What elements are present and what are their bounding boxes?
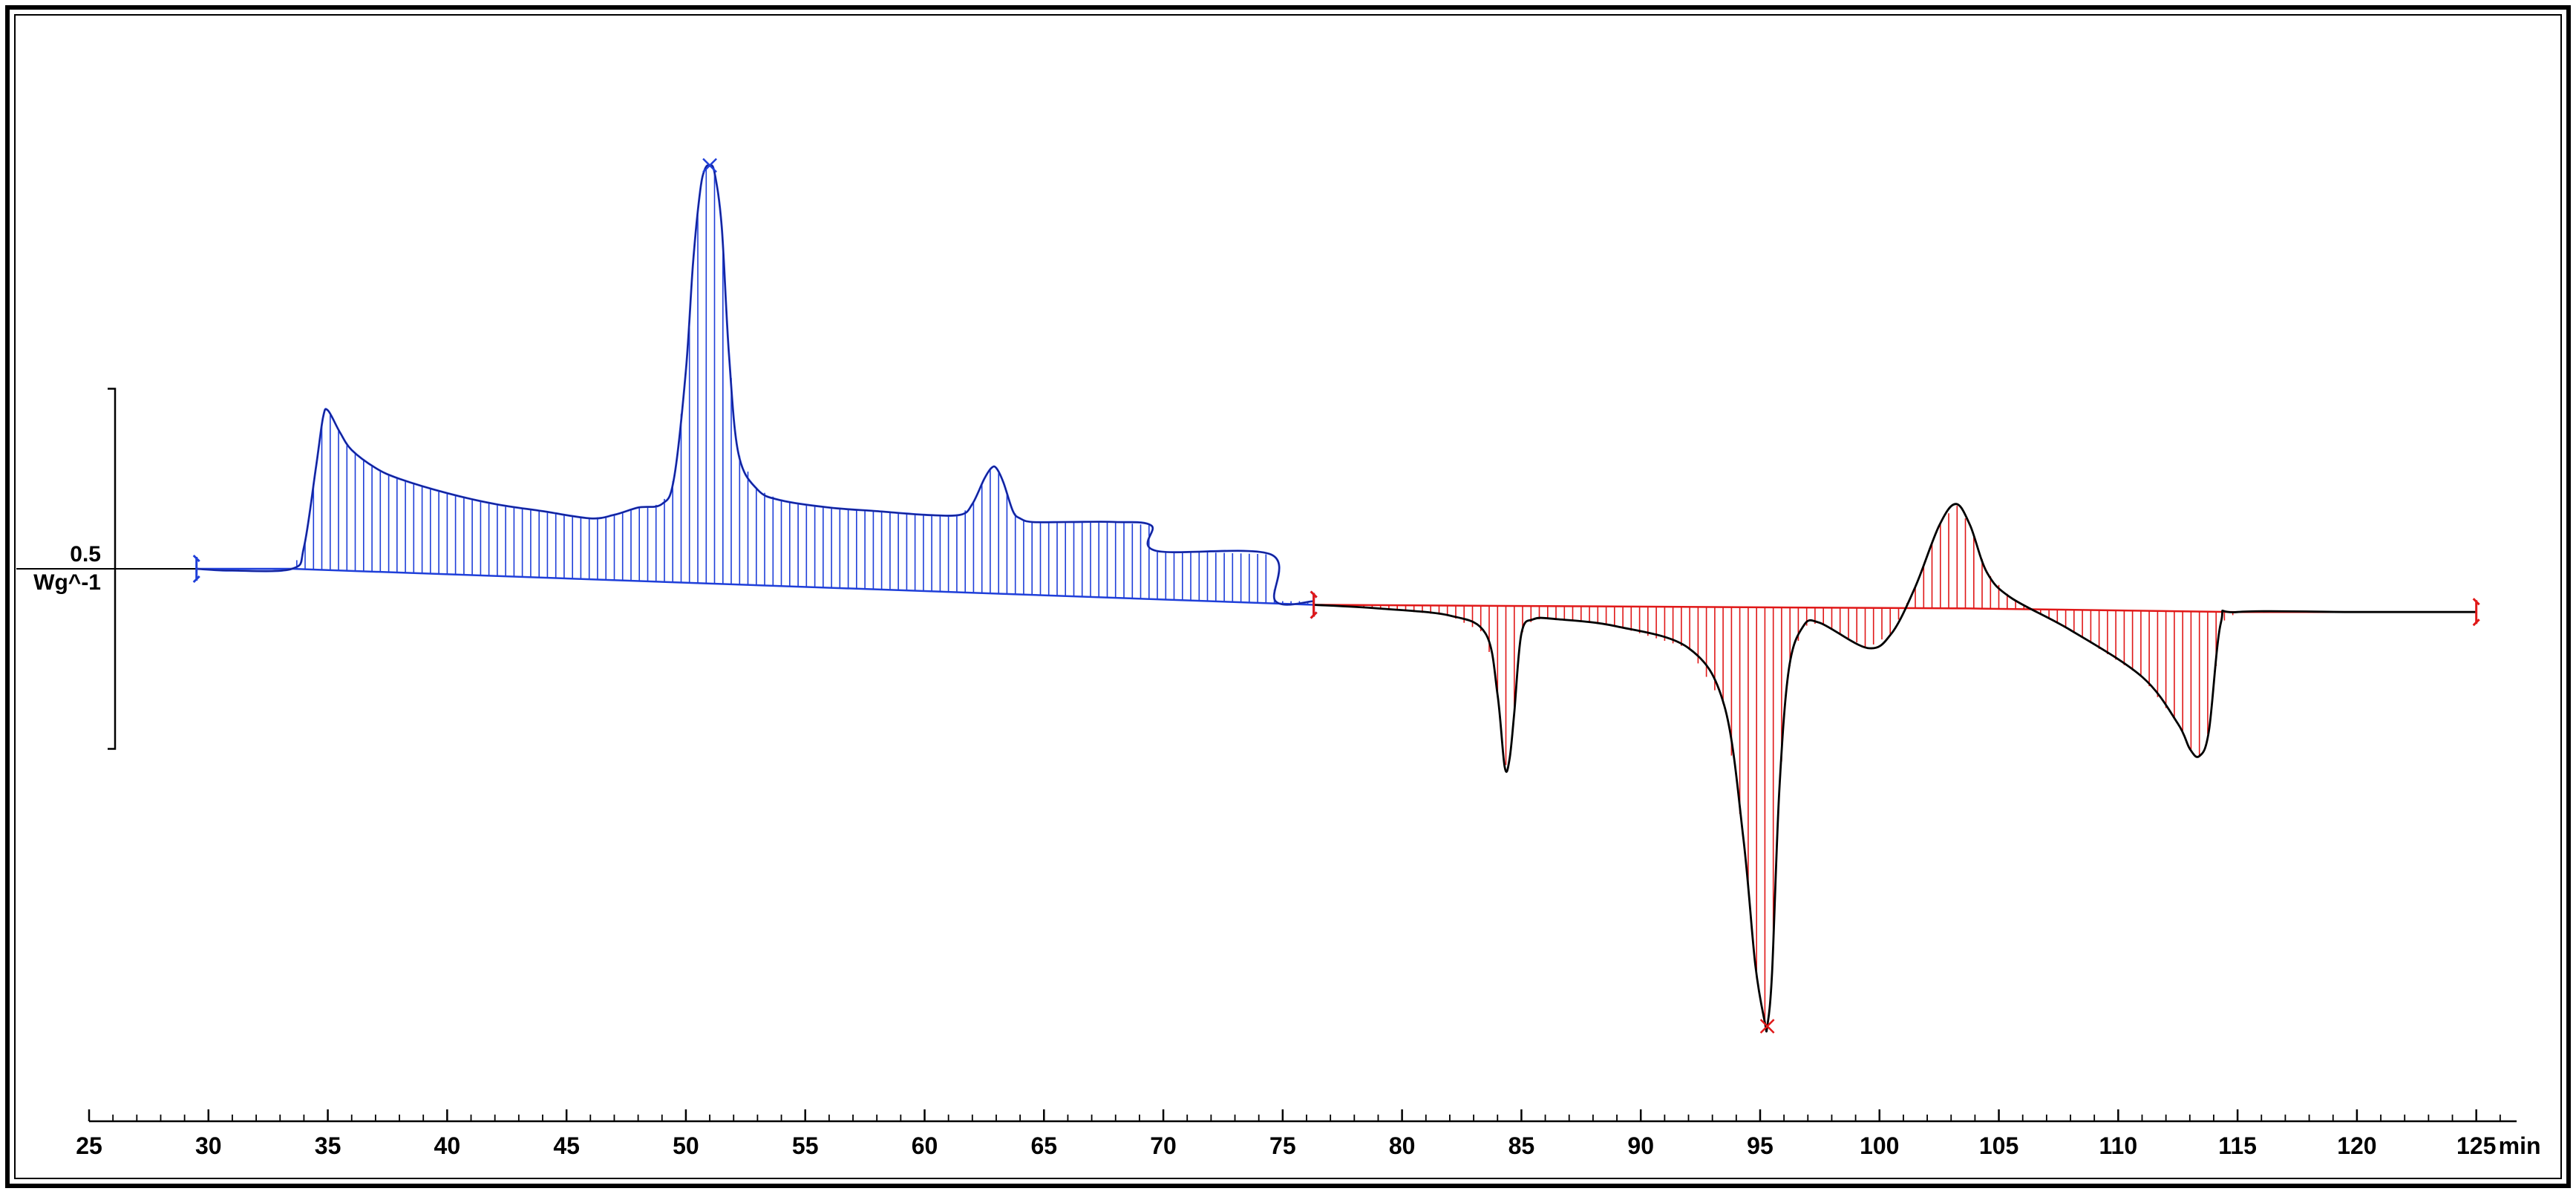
x-tick-label: 75 bbox=[1269, 1132, 1296, 1159]
x-tick-label: 70 bbox=[1150, 1132, 1177, 1159]
x-tick-label: 125 bbox=[2456, 1132, 2496, 1159]
x-tick-label: 50 bbox=[673, 1132, 699, 1159]
x-tick-label: 120 bbox=[2337, 1132, 2376, 1159]
limit-marker-cooling bbox=[1310, 590, 1318, 619]
x-tick-label: 45 bbox=[553, 1132, 580, 1159]
chart-border-inner bbox=[14, 14, 2562, 1179]
hatch-cooling bbox=[1346, 506, 2234, 1023]
x-tick-label: 35 bbox=[315, 1132, 341, 1159]
x-tick-label: 30 bbox=[195, 1132, 222, 1159]
hatch-heating bbox=[229, 168, 1309, 605]
peak-marker-cooling bbox=[1759, 1019, 1775, 1034]
scale-bar-value: 0.5 bbox=[70, 542, 101, 567]
curve-layer bbox=[196, 164, 2477, 1033]
limit-marker-heating bbox=[192, 554, 200, 584]
x-tick-label: 110 bbox=[2099, 1132, 2138, 1159]
x-tick-label: 90 bbox=[1627, 1132, 1654, 1159]
marker-layer bbox=[192, 157, 2480, 1034]
x-tick-label: 40 bbox=[434, 1132, 461, 1159]
x-tick-label: 105 bbox=[1979, 1132, 2018, 1159]
x-tick-label: 60 bbox=[912, 1132, 938, 1159]
x-tick-label: 115 bbox=[2218, 1132, 2257, 1159]
x-tick-label: 55 bbox=[792, 1132, 819, 1159]
x-axis-unit: min bbox=[2499, 1132, 2541, 1159]
scale-bar-unit: Wg^-1 bbox=[33, 570, 101, 595]
curve-cooling bbox=[1313, 503, 2477, 1033]
hatch-layer bbox=[229, 168, 2234, 1023]
x-tick-label: 25 bbox=[76, 1132, 102, 1159]
x-tick-label: 85 bbox=[1508, 1132, 1535, 1159]
chart-border bbox=[5, 5, 2571, 1188]
scale-bar: 0.5 Wg^-1 bbox=[33, 388, 117, 750]
x-tick-label: 95 bbox=[1747, 1132, 1774, 1159]
curve-heating-edge bbox=[196, 164, 1314, 605]
peak-marker-heating bbox=[702, 157, 717, 173]
limit-marker-cooling bbox=[2472, 598, 2480, 627]
x-axis: 25 30 35 40 45 50 55 60 65 70 75 80 85 90 95 100 105 110 1… bbox=[76, 1109, 2517, 1159]
x-tick-label: 80 bbox=[1389, 1132, 1416, 1159]
x-tick-label: 65 bbox=[1030, 1132, 1057, 1159]
scale-bar-line bbox=[108, 388, 117, 750]
x-tick-label: 100 bbox=[1860, 1132, 1899, 1159]
